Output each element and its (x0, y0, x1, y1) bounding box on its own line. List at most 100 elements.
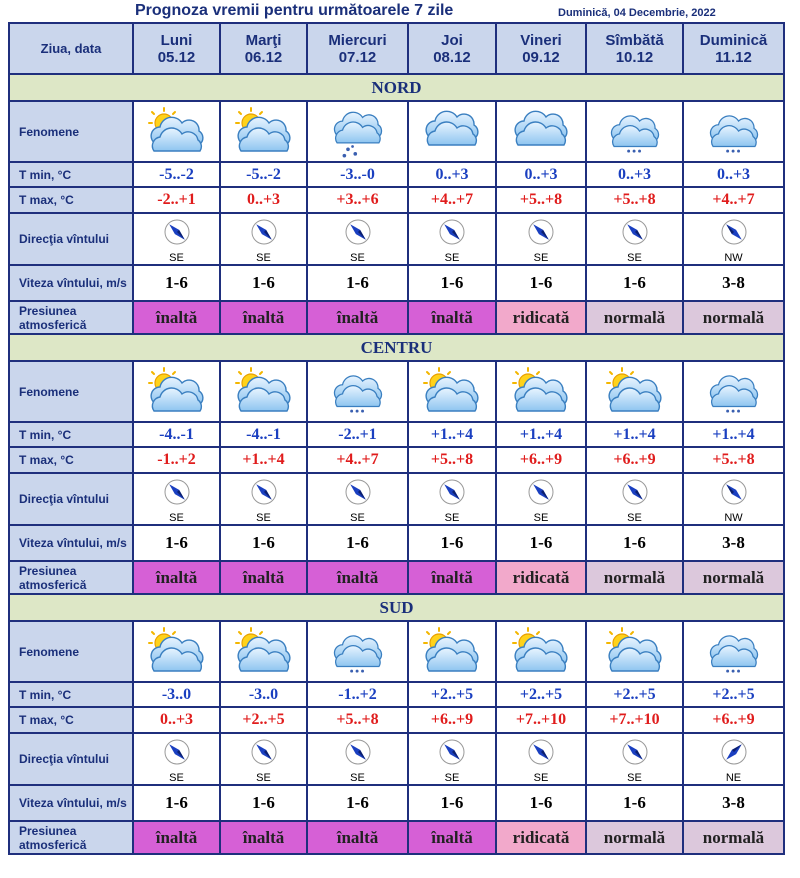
wind-speed-value: 1-6 (307, 525, 408, 561)
wind-direction-cell: SE (496, 213, 586, 265)
tmax-value: +6..+9 (586, 447, 683, 473)
tmax-row: T max, °C -2..+1 0..+3 +3..+6 +4..+7 +5..+8 +5… (9, 187, 784, 213)
cloud-light-snow-icon (684, 109, 783, 155)
fenomene-row: Fenomene (9, 101, 784, 162)
wind-direction-value: SE (409, 772, 495, 784)
wind-direction-cell: SE (408, 213, 496, 265)
region-name: CENTRU (9, 334, 784, 361)
tmax-value: +7..+10 (586, 707, 683, 733)
compass-icon (308, 478, 407, 511)
weather-cell (220, 361, 307, 422)
tmax-value: +3..+6 (307, 187, 408, 213)
pressure-value: înaltă (133, 301, 220, 334)
day-header: Duminică 11.12 (683, 23, 784, 74)
pressure-value: normală (586, 821, 683, 854)
wind-direction-label: Direcţia vîntului (9, 213, 133, 265)
weather-cell (408, 101, 496, 162)
tmin-value: -5..-2 (220, 162, 307, 187)
wind-direction-row: Direcţia vîntului SE SE SE SE SE SE NW (9, 473, 784, 525)
cloud-light-snow-icon (684, 629, 783, 675)
tmax-label: T max, °C (9, 707, 133, 733)
tmax-value: -2..+1 (133, 187, 220, 213)
pressure-value: ridicată (496, 301, 586, 334)
compass-icon (409, 478, 495, 511)
wind-speed-value: 1-6 (220, 785, 307, 821)
tmin-row: T min, °C -4..-1 -4..-1 -2..+1 +1..+4 +1..+4 +… (9, 422, 784, 447)
wind-direction-value: SE (221, 252, 306, 264)
weather-cell (586, 101, 683, 162)
tmax-value: +6..+9 (408, 707, 496, 733)
tmax-value: +5..+8 (307, 707, 408, 733)
wind-speed-value: 3-8 (683, 265, 784, 301)
wind-direction-value: SE (134, 512, 219, 524)
day-date: 10.12 (587, 49, 682, 66)
compass-icon (587, 738, 682, 771)
sun-cloud-icon (134, 366, 219, 418)
tmin-value: +1..+4 (496, 422, 586, 447)
cloud-icon (497, 110, 585, 154)
day-name: Vineri (497, 32, 585, 49)
compass-icon (221, 478, 306, 511)
tmin-value: 0..+3 (683, 162, 784, 187)
corner-label: Ziua, data (9, 23, 133, 74)
weather-cell (133, 101, 220, 162)
day-header: Luni 05.12 (133, 23, 220, 74)
wind-direction-cell: SE (307, 213, 408, 265)
compass-icon (409, 218, 495, 251)
wind-direction-cell: SE (220, 213, 307, 265)
weather-cell (133, 621, 220, 682)
weather-cell (496, 621, 586, 682)
pressure-value: ridicată (496, 561, 586, 594)
wind-speed-value: 1-6 (220, 525, 307, 561)
wind-direction-value: SE (497, 252, 585, 264)
wind-speed-value: 1-6 (586, 785, 683, 821)
compass-icon (684, 218, 783, 251)
wind-direction-row: Direcţia vîntului SE SE SE SE SE SE NE (9, 733, 784, 785)
pressure-value: înaltă (133, 821, 220, 854)
day-name: Luni (134, 32, 219, 49)
weather-cell (307, 621, 408, 682)
wind-direction-cell: SE (586, 473, 683, 525)
tmin-label: T min, °C (9, 162, 133, 187)
weather-cell (683, 621, 784, 682)
region-name: SUD (9, 594, 784, 621)
fenomene-row: Fenomene (9, 621, 784, 682)
wind-direction-cell: SE (307, 473, 408, 525)
day-name: Sîmbătă (587, 32, 682, 49)
pressure-value: normală (586, 561, 683, 594)
wind-direction-cell: NE (683, 733, 784, 785)
tmax-value: +5..+8 (408, 447, 496, 473)
wind-speed-value: 1-6 (133, 785, 220, 821)
tmax-value: +7..+10 (496, 707, 586, 733)
page-header: Prognoza vremii pentru următoarele 7 zil… (0, 0, 800, 22)
sun-cloud-icon (497, 366, 585, 418)
pressure-row: Presiunea atmosferică înaltă înaltă înaltă î… (9, 561, 784, 594)
wind-speed-value: 1-6 (220, 265, 307, 301)
pressure-value: normală (683, 561, 784, 594)
compass-icon (497, 738, 585, 771)
weather-cell (496, 361, 586, 422)
day-date: 09.12 (497, 49, 585, 66)
wind-speed-value: 1-6 (307, 265, 408, 301)
sun-cloud-icon (409, 626, 495, 678)
tmax-label: T max, °C (9, 447, 133, 473)
forecast-table: Ziua, data Luni 05.12 Marţi 06.12 Miercuri 07.… (8, 22, 785, 855)
weather-cell (586, 621, 683, 682)
tmin-row: T min, °C -3..0 -3..0 -1..+2 +2..+5 +2..+5 +2.… (9, 682, 784, 707)
weather-cell (683, 101, 784, 162)
wind-direction-value: SE (587, 772, 682, 784)
wind-direction-cell: SE (133, 213, 220, 265)
wind-speed-value: 1-6 (586, 265, 683, 301)
wind-speed-value: 1-6 (307, 785, 408, 821)
pressure-value: normală (683, 301, 784, 334)
pressure-value: ridicată (496, 821, 586, 854)
wind-direction-cell: SE (408, 473, 496, 525)
wind-direction-value: SE (497, 512, 585, 524)
compass-icon (684, 738, 783, 771)
weather-cell (408, 361, 496, 422)
cloud-light-snow-icon (684, 369, 783, 415)
tmin-value: +2..+5 (586, 682, 683, 707)
weather-cell (307, 101, 408, 162)
compass-icon (587, 478, 682, 511)
wind-direction-value: SE (308, 512, 407, 524)
